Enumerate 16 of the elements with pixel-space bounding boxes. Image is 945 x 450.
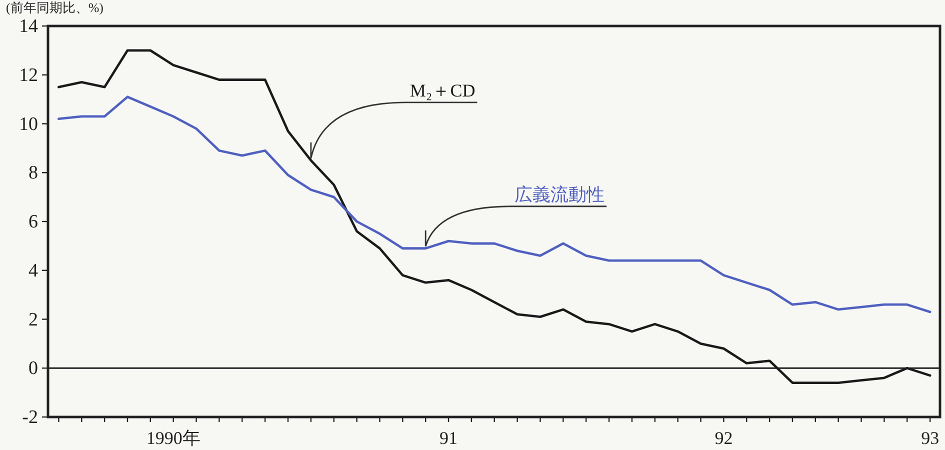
y-tick-label: -2: [22, 407, 38, 428]
text: 広義流動性: [514, 184, 605, 204]
y-tick-label: 4: [28, 260, 38, 282]
text: M₂＋CD: [410, 80, 476, 100]
y-tick-label: 14: [19, 16, 38, 37]
y-tick-label: 12: [19, 64, 38, 86]
x-tick-label: 93: [921, 428, 940, 448]
y-tick-label: 8: [28, 162, 38, 184]
y-tick-label: 6: [28, 212, 38, 232]
y-tick-label: 10: [19, 114, 38, 135]
y-tick-label: 0: [28, 358, 38, 380]
x-tick-label: 92: [714, 428, 733, 448]
x-tick-label: 91: [440, 428, 458, 448]
x-tick-label: 1990年: [146, 428, 200, 448]
y-tick-label: 2: [28, 309, 38, 330]
y-axis-title: (前年同期比、%): [6, 0, 104, 15]
